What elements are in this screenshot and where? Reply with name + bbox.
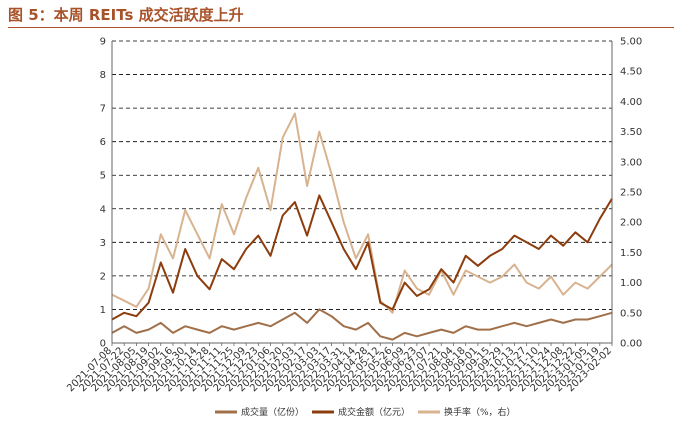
y-left-tick-label: 0 <box>100 339 106 350</box>
legend: 成交量（亿份） 成交金额（亿元） 换手率（%，右） <box>215 406 516 418</box>
y-left-tick-label: 8 <box>100 70 106 81</box>
y-left-tick-label: 5 <box>100 171 106 182</box>
y-right-tick-label: 0.00 <box>620 339 642 350</box>
y-right-tick-label: 0.50 <box>620 308 642 319</box>
grid-lines <box>112 40 612 310</box>
y-right-tick-label: 5.00 <box>620 37 642 48</box>
y-right-tick-label: 4.00 <box>620 97 642 108</box>
legend-label-2: 换手率（%，右） <box>444 406 516 418</box>
y-right-tick-label: 1.00 <box>620 278 642 289</box>
figure-title: 图 5：本周 REITs 成交活跃度上升 <box>8 6 244 24</box>
y-right-tick-label: 3.50 <box>620 127 642 138</box>
y-right-tick-label: 1.50 <box>620 248 642 259</box>
y-left-tick-label: 2 <box>100 271 106 282</box>
series-line-2 <box>111 112 613 314</box>
legend-label-0: 成交量（亿份） <box>241 406 304 418</box>
series-line-0 <box>111 308 613 341</box>
y-left-tick-label: 1 <box>100 305 106 316</box>
y-left-tick-labels: 0 1 2 3 4 5 6 7 8 9 <box>100 37 106 350</box>
y-right-tick-label: 2.00 <box>620 218 642 229</box>
series-line-1 <box>111 194 613 321</box>
y-left-tick-label: 7 <box>100 104 106 115</box>
y-left-tick-label: 4 <box>100 204 106 215</box>
y-left-tick-label: 3 <box>100 238 106 249</box>
axes <box>111 41 613 346</box>
y-right-tick-label: 2.50 <box>620 188 642 199</box>
y-right-tick-label: 4.50 <box>620 67 642 78</box>
y-right-tick-labels: 0.00 0.50 1.00 1.50 2.00 2.50 3.00 3.50 4.00 4.50… <box>620 37 642 350</box>
y-left-tick-label: 6 <box>100 137 106 148</box>
title-rule <box>8 27 674 28</box>
x-tick-labels: 2021-07-082021-07-222021-08-052021-08-19… <box>65 345 614 394</box>
legend-label-1: 成交金额（亿元） <box>338 406 410 418</box>
series-lines <box>111 112 613 341</box>
y-right-tick-label: 3.00 <box>620 157 642 168</box>
y-left-tick-label: 9 <box>100 37 106 48</box>
